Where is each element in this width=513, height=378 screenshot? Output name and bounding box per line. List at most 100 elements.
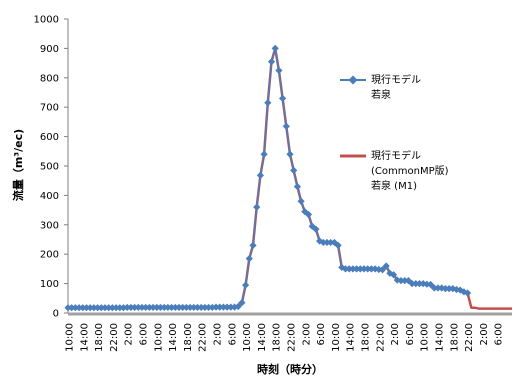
data-point xyxy=(419,280,427,288)
y-axis-ticks: 0 100 200 300 400 500 600 700 800 900 1000 xyxy=(34,15,68,320)
data-point xyxy=(256,171,264,180)
data-point xyxy=(460,288,468,296)
x-tick-label: 14:00 xyxy=(79,323,90,352)
x-tick-label: 2:00 xyxy=(479,323,490,345)
y-tick-label: 200 xyxy=(40,250,59,261)
data-point xyxy=(108,304,116,312)
data-point xyxy=(90,304,98,312)
y-tick-label: 1000 xyxy=(34,15,59,26)
data-point xyxy=(79,304,87,312)
data-point xyxy=(223,303,231,311)
data-point xyxy=(353,265,361,273)
data-point xyxy=(134,303,142,312)
data-point xyxy=(430,284,438,292)
data-point xyxy=(301,207,309,216)
data-point xyxy=(412,280,420,288)
data-point xyxy=(149,303,157,312)
x-tick-label: 10:00 xyxy=(331,323,342,352)
series-line-commonmp xyxy=(68,47,512,310)
data-point xyxy=(216,303,224,311)
data-point xyxy=(193,303,202,312)
data-point xyxy=(219,303,227,311)
data-point xyxy=(330,238,338,247)
legend-label-current: 若泉 xyxy=(371,88,391,101)
data-point xyxy=(182,303,190,312)
x-tick-label: 6:00 xyxy=(139,323,150,345)
data-point xyxy=(175,303,183,312)
data-point xyxy=(319,238,327,247)
y-tick-label: 400 xyxy=(40,191,59,202)
x-tick-label: 18:00 xyxy=(94,323,105,352)
data-point xyxy=(293,182,301,191)
data-point xyxy=(94,304,102,312)
data-point xyxy=(408,280,416,288)
data-point xyxy=(341,265,350,273)
legend-label-commonmp: 現行モデル xyxy=(371,149,421,162)
data-point xyxy=(86,304,94,312)
data-point xyxy=(156,303,165,312)
data-point xyxy=(316,237,324,245)
x-tick-label: 14:00 xyxy=(257,323,268,352)
data-point xyxy=(82,304,91,312)
data-point xyxy=(297,197,305,205)
data-point xyxy=(145,303,153,312)
data-point xyxy=(142,303,150,312)
data-point xyxy=(434,284,442,292)
data-point xyxy=(227,303,235,311)
data-point xyxy=(427,280,435,289)
data-point xyxy=(393,276,401,284)
y-tick-label: 900 xyxy=(40,44,59,55)
data-point xyxy=(279,94,287,102)
data-point xyxy=(356,265,364,273)
x-tick-label: 6:00 xyxy=(494,323,505,345)
data-point xyxy=(205,303,213,312)
data-point xyxy=(234,302,242,311)
data-point xyxy=(116,304,124,312)
data-point xyxy=(71,304,79,312)
data-point xyxy=(101,304,109,312)
data-point xyxy=(64,304,72,312)
data-point xyxy=(75,304,83,312)
data-point xyxy=(345,265,353,273)
data-point xyxy=(112,304,120,312)
data-point xyxy=(238,299,246,307)
y-tick-label: 100 xyxy=(40,279,59,290)
data-point xyxy=(160,303,168,312)
data-point xyxy=(275,66,283,75)
data-point xyxy=(445,284,453,293)
data-point xyxy=(282,122,290,130)
data-point xyxy=(138,303,146,312)
x-tick-label: 2:00 xyxy=(390,323,401,345)
data-point xyxy=(168,303,176,312)
data-point xyxy=(382,262,390,270)
x-tick-label: 14:00 xyxy=(346,323,357,352)
x-tick-label: 2:00 xyxy=(213,323,224,345)
x-tick-label: 10:00 xyxy=(242,323,253,352)
series-line-current xyxy=(68,47,468,309)
data-point xyxy=(364,265,372,273)
data-point xyxy=(441,284,449,293)
x-tick-label: 10:00 xyxy=(420,323,431,352)
data-point xyxy=(253,203,261,211)
data-point xyxy=(449,284,457,293)
data-point xyxy=(360,265,368,273)
data-point xyxy=(242,281,250,289)
data-point xyxy=(415,280,424,288)
legend-marker xyxy=(348,75,358,85)
data-point xyxy=(327,238,335,247)
x-axis-ticks: 10:00 14:00 18:00 22:00 2:00 6:00 10:00 14:00 18… xyxy=(65,323,505,352)
y-tick-label: 600 xyxy=(40,132,59,143)
data-point xyxy=(249,241,257,249)
data-point xyxy=(464,289,472,297)
x-tick-label: 6:00 xyxy=(316,323,327,345)
y-tick-label: 700 xyxy=(40,103,59,114)
data-point xyxy=(423,280,431,288)
data-point xyxy=(371,265,379,273)
y-axis-title: 流量（m³/ec) xyxy=(11,129,25,201)
data-point xyxy=(153,303,161,312)
y-tick-label: 0 xyxy=(53,309,59,320)
data-point xyxy=(404,277,412,285)
data-point xyxy=(367,265,375,273)
